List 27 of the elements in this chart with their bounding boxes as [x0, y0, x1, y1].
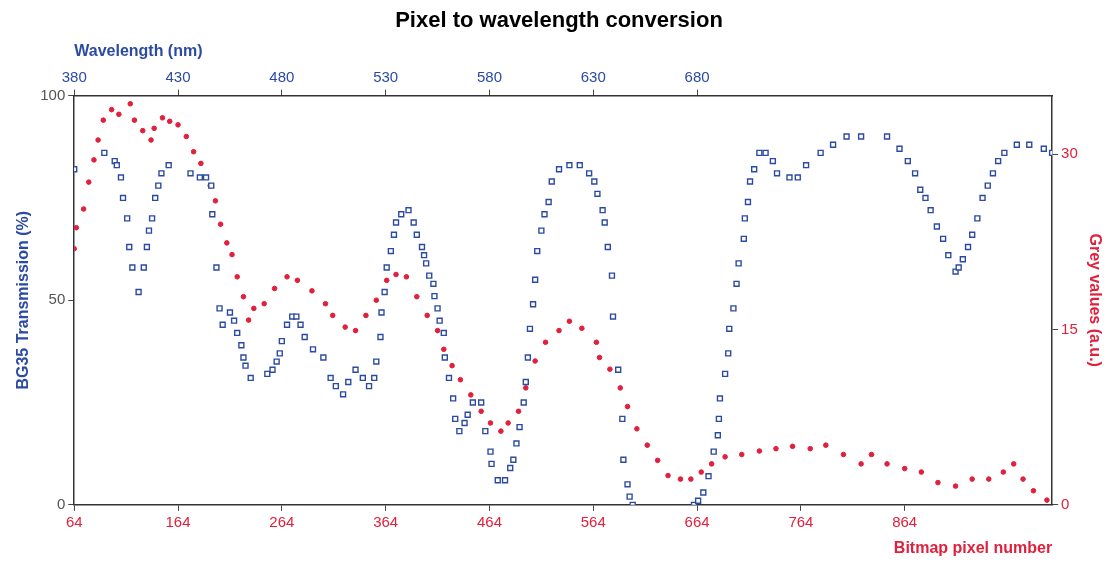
x-tick-label: 364 — [373, 512, 399, 530]
x-axis-title: Bitmap pixel number — [893, 538, 1053, 556]
x2-tick-label: 530 — [373, 67, 399, 85]
x2-tick-label: 480 — [269, 67, 295, 85]
x2-tick-label: 580 — [476, 67, 502, 85]
x2-tick-label: 630 — [580, 67, 606, 85]
x-tick-label: 764 — [788, 512, 814, 530]
x2-axis-title: Wavelength (nm) — [74, 42, 203, 60]
y-axis-title: BG35 Transmission (%) — [14, 210, 32, 390]
x-tick-label: 64 — [65, 512, 83, 530]
x-tick-label: 264 — [269, 512, 295, 530]
y2-tick-label: 0 — [1061, 494, 1070, 512]
x2-tick-label: 380 — [61, 67, 87, 85]
x-tick-label: 564 — [580, 512, 606, 530]
y-tick-label: 0 — [56, 494, 66, 512]
chart-title: Pixel to wavelength conversion — [395, 7, 723, 33]
y-tick-label: 50 — [48, 290, 66, 308]
x-tick-label: 864 — [892, 512, 918, 530]
x-tick-label: 464 — [476, 512, 502, 530]
x-tick-label: 664 — [684, 512, 710, 530]
y2-tick-label: 30 — [1061, 144, 1078, 162]
x-tick-label: 164 — [165, 512, 191, 530]
x2-tick-label: 430 — [165, 67, 191, 85]
y2-axis-title: Grey values (a.u.) — [1086, 233, 1104, 367]
y-tick-label: 100 — [40, 85, 66, 103]
y2-tick-label: 15 — [1061, 319, 1078, 337]
x2-tick-label: 680 — [684, 67, 710, 85]
